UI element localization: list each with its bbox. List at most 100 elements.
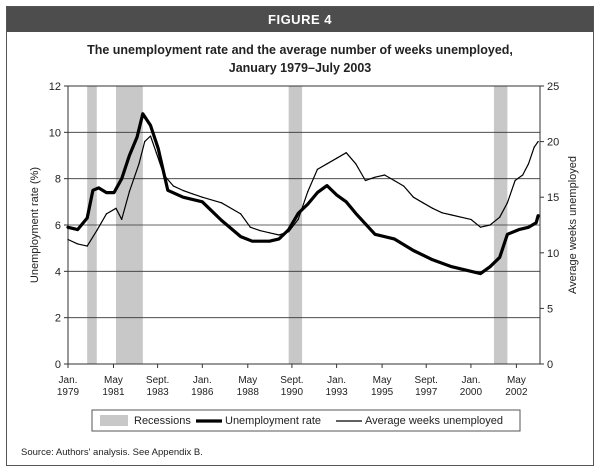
point-average-weeks-40: [451, 214, 453, 216]
series-lines: [66, 112, 540, 276]
point-unemployment-rate-38: [499, 256, 501, 259]
point-average-weeks-31: [364, 179, 366, 182]
chart-title-block: The unemployment rate and the average nu…: [17, 41, 583, 77]
point-average-weeks-11: [155, 152, 157, 154]
point-average-weeks-34: [393, 179, 395, 182]
point-unemployment-rate-43: [537, 215, 539, 217]
y2-tick-label-5: 25: [547, 81, 559, 93]
point-average-weeks-33: [383, 174, 386, 176]
point-average-weeks-47: [522, 174, 524, 176]
point-average-weeks-35: [403, 185, 405, 187]
point-average-weeks-15: [192, 193, 194, 195]
y-tick-label-6: 12: [49, 81, 61, 93]
x-tick-label-6-month: Jan.: [327, 375, 346, 386]
point-unemployment-rate-3: [92, 189, 94, 191]
y2-tick-label-1: 5: [547, 303, 553, 315]
point-unemployment-rate-9: [136, 136, 138, 138]
point-average-weeks-48: [527, 163, 530, 165]
x-tick-label-8-year: 1997: [415, 387, 438, 398]
point-unemployment-rate-10: [142, 113, 144, 115]
point-unemployment-rate-6: [113, 191, 115, 194]
x-tick-label-2-year: 1983: [146, 387, 169, 398]
point-unemployment-rate-21: [278, 238, 280, 240]
point-average-weeks-25: [307, 191, 309, 193]
x-tick-label-5-year: 1990: [281, 387, 304, 398]
point-average-weeks-14: [182, 189, 184, 192]
chart-title: The unemployment rate and the average nu…: [87, 43, 513, 57]
point-unemployment-rate-2: [86, 217, 88, 219]
legend-swatch-recessions: [100, 415, 128, 426]
point-unemployment-rate-37: [489, 266, 491, 268]
point-average-weeks-32: [374, 176, 376, 178]
point-unemployment-rate-11: [149, 124, 152, 126]
point-unemployment-rate-24: [307, 203, 309, 205]
point-unemployment-rate-29: [355, 212, 357, 215]
x-tick-label-4-month: May: [238, 375, 257, 386]
point-average-weeks-21: [268, 232, 271, 234]
x-tick-label-3-year: 1986: [191, 387, 214, 398]
point-unemployment-rate-14: [182, 196, 184, 198]
y2-axis-label: Average weeks unemployed: [567, 156, 579, 294]
y-tick-label-2: 4: [55, 266, 61, 278]
point-average-weeks-41: [470, 218, 472, 221]
point-unemployment-rate-15: [201, 201, 203, 203]
x-axis-ticks: Jan.1979May1981Sept.1983Jan.1986May1988S…: [57, 364, 528, 398]
point-unemployment-rate-39: [506, 233, 508, 235]
point-average-weeks-30: [355, 163, 357, 165]
point-average-weeks-19: [249, 226, 251, 228]
x-tick-label-4-year: 1988: [237, 387, 260, 398]
point-average-weeks-26: [316, 168, 319, 170]
point-average-weeks-9: [144, 141, 146, 143]
legend-label-unemployment-rate: Unemployment rate: [225, 415, 321, 427]
point-average-weeks-16: [201, 196, 203, 198]
point-unemployment-rate-36: [479, 273, 482, 275]
point-average-weeks-10: [149, 135, 152, 137]
x-tick-label-1-month: May: [104, 375, 123, 386]
point-unemployment-rate-28: [345, 201, 347, 203]
point-unemployment-rate-30: [374, 233, 376, 235]
point-unemployment-rate-26: [326, 185, 328, 187]
point-unemployment-rate-34: [451, 266, 453, 268]
point-unemployment-rate-7: [121, 178, 123, 180]
legend-box: [91, 409, 521, 432]
legend-label-average-weeks: Average weeks unemployed: [365, 415, 503, 427]
gridlines: [68, 131, 540, 319]
point-average-weeks-28: [336, 157, 338, 159]
point-average-weeks-4: [105, 213, 107, 215]
point-average-weeks-39: [441, 212, 443, 214]
point-average-weeks-27: [326, 163, 328, 165]
y-tick-label-1: 2: [55, 313, 61, 325]
x-tick-label-7-month: May: [373, 375, 392, 386]
point-average-weeks-2: [86, 245, 88, 247]
figure-label: FIGURE 4: [7, 7, 593, 32]
point-unemployment-rate-18: [251, 240, 253, 242]
x-tick-label-0-month: Jan.: [59, 375, 78, 386]
point-unemployment-rate-5: [105, 191, 107, 194]
point-unemployment-rate-4: [98, 187, 100, 189]
point-unemployment-rate-20: [268, 240, 271, 242]
chart-subtitle: January 1979–July 2003: [228, 61, 372, 75]
point-unemployment-rate-1: [76, 229, 79, 231]
point-average-weeks-50: [537, 141, 539, 143]
point-average-weeks-37: [422, 202, 424, 204]
x-tick-label-10-month: May: [507, 375, 526, 386]
point-unemployment-rate-40: [518, 229, 520, 231]
point-average-weeks-18: [240, 213, 242, 215]
point-average-weeks-8: [138, 163, 140, 165]
x-tick-label-6-year: 1993: [325, 387, 348, 398]
x-tick-label-1-year: 1981: [102, 387, 125, 398]
x-tick-label-3-month: Jan.: [193, 375, 212, 386]
y2-tick-label-2: 10: [547, 248, 559, 260]
x-tick-label-2-month: Sept.: [146, 375, 169, 386]
point-average-weeks-38: [431, 207, 434, 209]
point-average-weeks-0: [67, 238, 69, 241]
point-unemployment-rate-25: [316, 191, 319, 194]
legend-label-recessions: Recessions: [134, 415, 191, 427]
left-axis-ticks: 0 2 4 6 8 10 12: [49, 81, 68, 371]
y-axis-label: Unemployment rate (%): [29, 167, 41, 283]
x-tick-label-5-month: Sept.: [280, 375, 303, 386]
point-unemployment-rate-42: [535, 222, 537, 224]
y2-tick-label-3: 15: [547, 192, 559, 204]
x-tick-label-8-month: Sept.: [415, 375, 438, 386]
point-unemployment-rate-23: [297, 212, 299, 215]
